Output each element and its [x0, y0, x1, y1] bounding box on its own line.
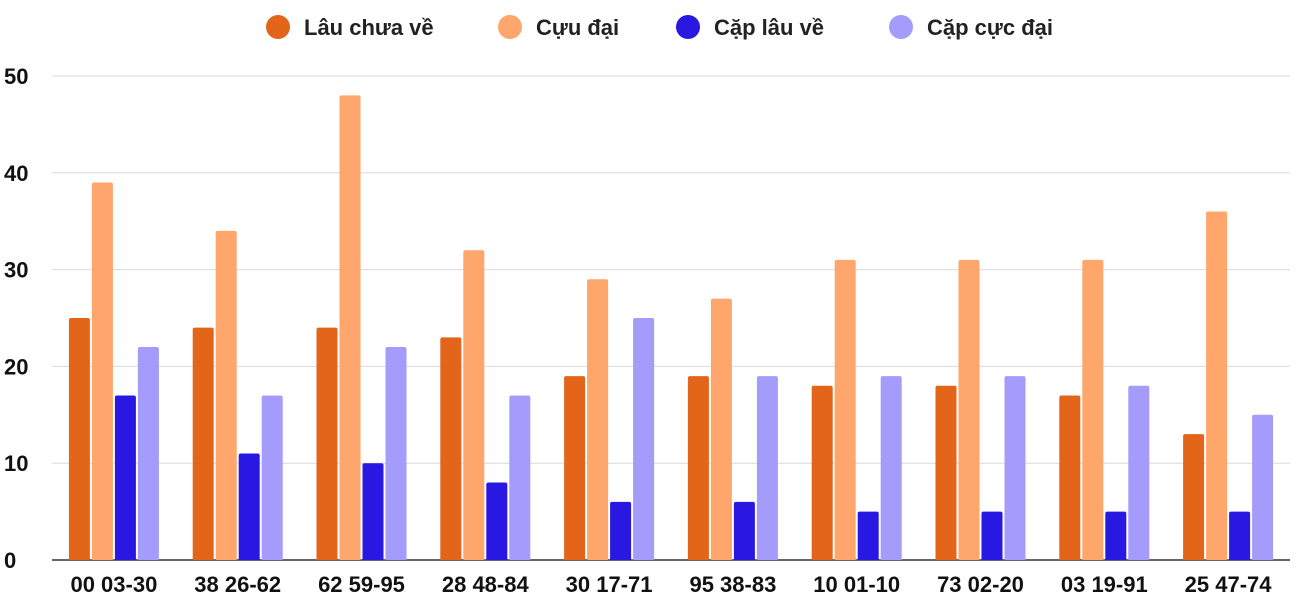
- x-tick-label: 30 17-71: [566, 572, 653, 597]
- bar: [385, 347, 407, 560]
- bar: [811, 385, 833, 560]
- x-tick-label: 10 01-10: [813, 572, 900, 597]
- x-tick-label: 38 26-62: [194, 572, 281, 597]
- bar: [564, 376, 586, 560]
- bars: [68, 95, 1274, 561]
- y-tick-label: 20: [4, 354, 28, 379]
- x-tick-label: 62 59-95: [318, 572, 405, 597]
- bar: [1082, 259, 1104, 560]
- legend-label: Cặp cực đại: [927, 15, 1053, 40]
- y-tick-label: 0: [4, 548, 16, 573]
- bar-group: [811, 259, 902, 560]
- x-tick-label: 73 02-20: [937, 572, 1024, 597]
- x-tick-label: 28 48-84: [442, 572, 530, 597]
- bar-group: [935, 259, 1026, 560]
- legend-item: Cặp lâu về: [676, 15, 824, 40]
- bar-group: [68, 182, 159, 561]
- bar: [857, 511, 879, 560]
- y-axis: 0 10 20 30 40 50: [4, 64, 28, 573]
- legend-swatch: [266, 15, 290, 39]
- bar: [261, 395, 283, 560]
- bar: [756, 376, 778, 560]
- bar: [633, 318, 655, 560]
- bar: [981, 511, 1003, 560]
- y-tick-label: 40: [4, 161, 28, 186]
- bar: [463, 250, 485, 561]
- bar: [509, 395, 531, 560]
- bar: [733, 501, 755, 560]
- bar-group: [316, 95, 407, 561]
- bar: [587, 279, 609, 560]
- bar: [238, 453, 260, 560]
- bar: [339, 95, 361, 561]
- legend-item: Lâu chưa về: [266, 15, 434, 40]
- y-tick-label: 50: [4, 64, 28, 89]
- bar: [68, 318, 90, 560]
- legend-swatch: [676, 15, 700, 39]
- bar: [710, 298, 732, 560]
- bar: [362, 463, 384, 560]
- bar: [91, 182, 113, 561]
- bar-group: [440, 250, 531, 561]
- bar: [440, 337, 462, 560]
- y-tick-label: 30: [4, 258, 28, 283]
- legend-label: Cựu đại: [536, 15, 619, 40]
- bar-group: [687, 298, 778, 560]
- x-tick-label: 00 03-30: [70, 572, 157, 597]
- bar: [316, 327, 338, 560]
- bar: [687, 376, 709, 560]
- bar: [192, 327, 214, 560]
- bar: [1206, 211, 1228, 560]
- bar: [1105, 511, 1127, 560]
- x-axis: 00 03-30 38 26-62 62 59-95 28 48-84 30 17-71…: [70, 572, 1272, 597]
- x-tick-label: 03 19-91: [1061, 572, 1148, 597]
- bar: [1004, 376, 1026, 560]
- bar: [880, 376, 902, 560]
- bar: [486, 482, 508, 560]
- bar: [1252, 414, 1274, 560]
- legend-item: Cặp cực đại: [889, 15, 1053, 40]
- bar: [1229, 511, 1251, 560]
- bar: [610, 501, 632, 560]
- bar: [834, 259, 856, 560]
- x-tick-label: 25 47-74: [1185, 572, 1273, 597]
- bar-group: [1059, 259, 1150, 560]
- gridlines: [52, 75, 1290, 561]
- bar-group: [192, 230, 283, 560]
- bar: [1183, 434, 1205, 560]
- legend-swatch: [889, 15, 913, 39]
- bar: [958, 259, 980, 560]
- bar: [935, 385, 957, 560]
- bar: [114, 395, 136, 560]
- bar: [1128, 385, 1150, 560]
- y-tick-label: 10: [4, 451, 28, 476]
- legend: Lâu chưa về Cựu đại Cặp lâu về Cặp cực đại: [266, 15, 1053, 40]
- x-tick-label: 95 38-83: [689, 572, 776, 597]
- legend-label: Cặp lâu về: [714, 15, 824, 40]
- bar: [1059, 395, 1081, 560]
- bar: [137, 347, 159, 560]
- bar-group: [1183, 211, 1274, 560]
- legend-label: Lâu chưa về: [304, 15, 434, 40]
- legend-item: Cựu đại: [498, 15, 619, 40]
- legend-swatch: [498, 15, 522, 39]
- bar-group: [564, 279, 655, 560]
- bar: [215, 230, 237, 560]
